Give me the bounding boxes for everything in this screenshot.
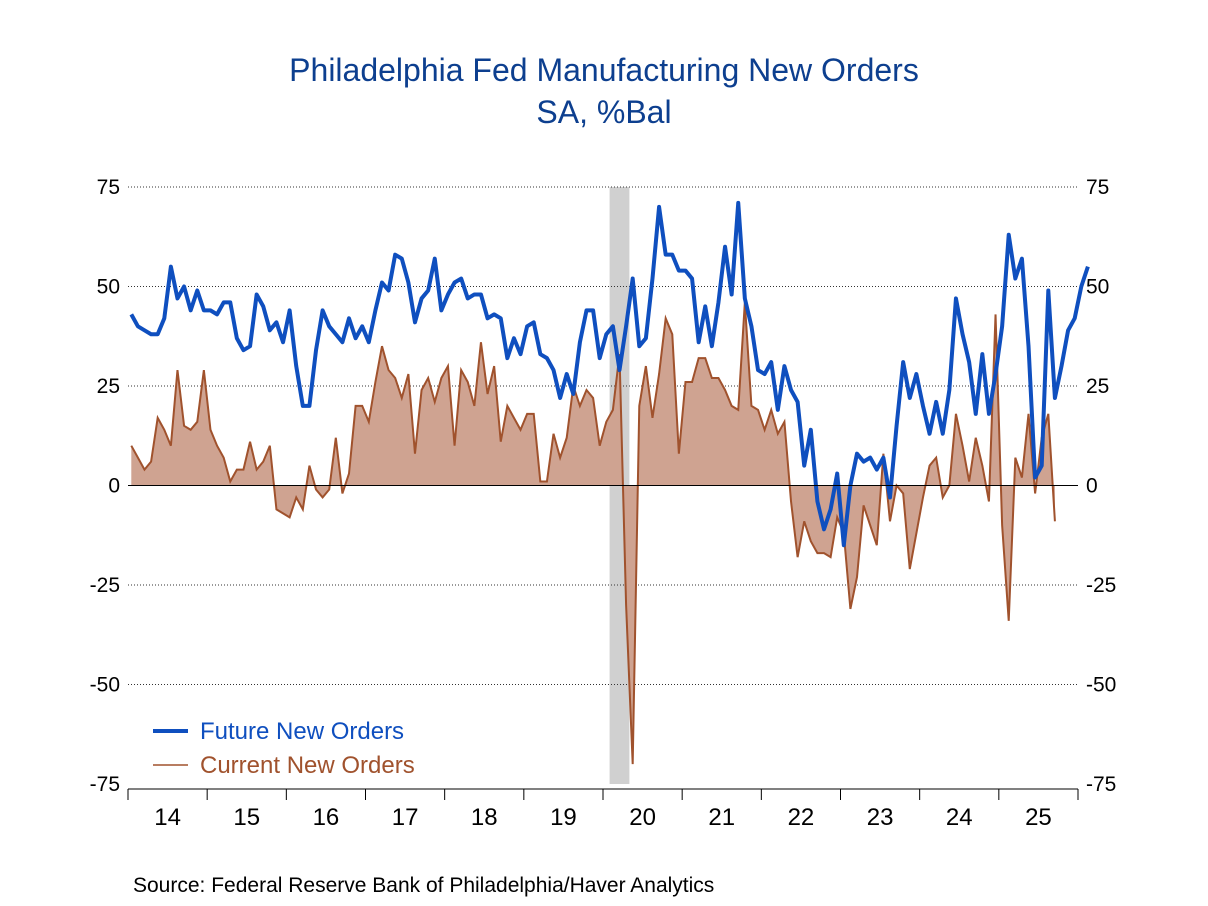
y-tick-label-left: 50 (97, 276, 120, 299)
legend-current-label: Current New Orders (200, 752, 415, 779)
y-tick-label-right: -25 (1086, 574, 1116, 597)
x-tick-label: 24 (946, 804, 973, 831)
x-tick-label: 22 (788, 804, 815, 831)
x-tick-label: 16 (313, 804, 340, 831)
x-tick-label: 20 (629, 804, 656, 831)
y-tick-label-right: 75 (1086, 176, 1109, 199)
source-note: Source: Federal Reserve Bank of Philadel… (133, 874, 715, 897)
x-tick-label: 17 (392, 804, 419, 831)
y-tick-label-right: 25 (1086, 375, 1109, 398)
x-tick-label: 15 (233, 804, 260, 831)
x-tick-label: 18 (471, 804, 498, 831)
y-tick-label-left: 75 (97, 176, 120, 199)
y-tick-label-left: -50 (90, 674, 120, 697)
y-tick-label-right: 50 (1086, 276, 1109, 299)
chart-title: Philadelphia Fed Manufacturing New Order… (289, 52, 919, 88)
current-new-orders-line (130, 302, 1056, 765)
y-tick-label-left: 0 (108, 475, 120, 498)
x-tick-label: 21 (708, 804, 735, 831)
y-tick-label-left: 25 (97, 375, 120, 398)
y-tick-label-right: -75 (1086, 773, 1116, 796)
x-tick-label: 19 (550, 804, 577, 831)
future-new-orders-line (129, 200, 1090, 548)
y-tick-label-left: -75 (90, 773, 120, 796)
legend-future-label: Future New Orders (200, 718, 404, 745)
y-tick-label-left: -25 (90, 574, 120, 597)
chart-subtitle: SA, %Bal (536, 94, 672, 130)
x-tick-label: 14 (154, 804, 181, 831)
y-tick-label-right: -50 (1086, 674, 1116, 697)
x-tick-label: 25 (1025, 804, 1052, 831)
current-new-orders-area (131, 302, 1055, 765)
x-tick-label: 23 (867, 804, 894, 831)
y-tick-label-right: 0 (1086, 475, 1098, 498)
